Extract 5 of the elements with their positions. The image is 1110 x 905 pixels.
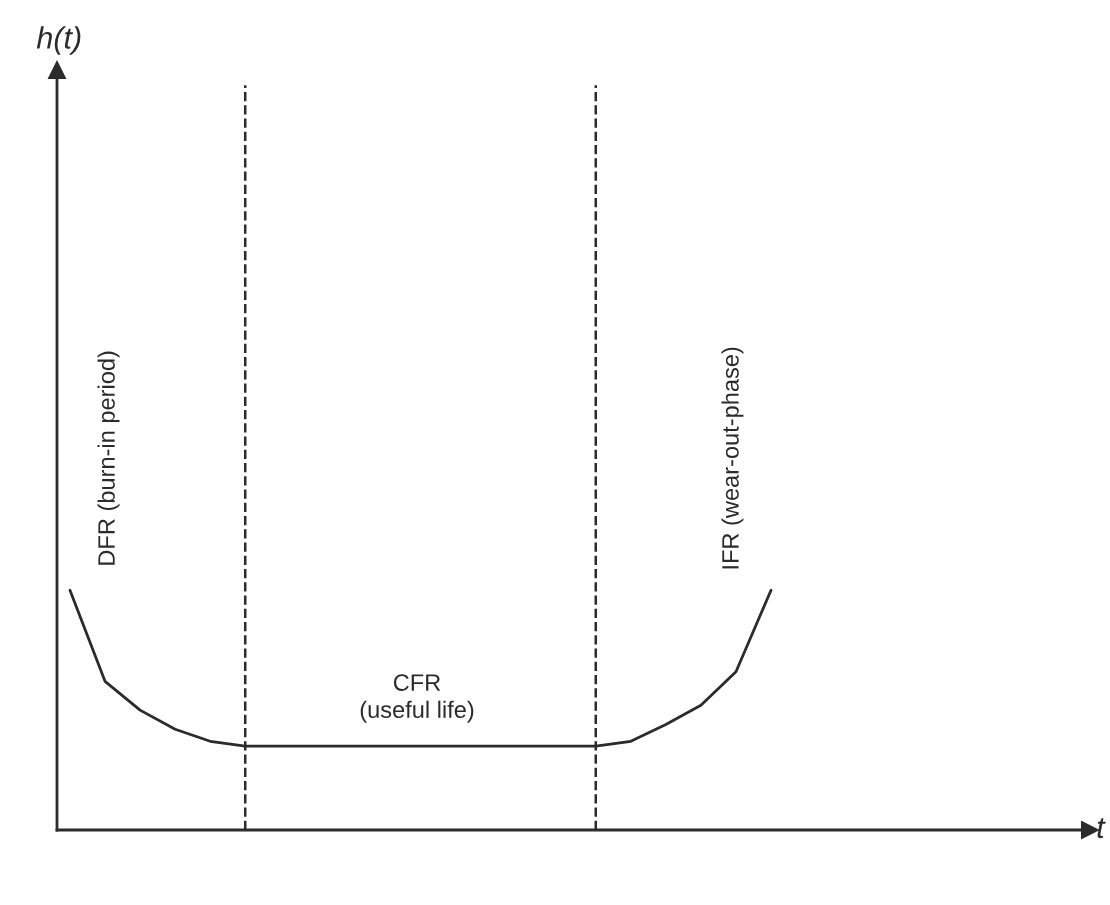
text: t bbox=[1097, 818, 1106, 839]
text: IFR (wear-out-phase) bbox=[721, 347, 744, 569]
text: DFR (burn-in period) bbox=[97, 351, 120, 565]
annotation: CFR (useful life) bbox=[360, 674, 474, 723]
text: h(t) bbox=[36, 26, 81, 55]
